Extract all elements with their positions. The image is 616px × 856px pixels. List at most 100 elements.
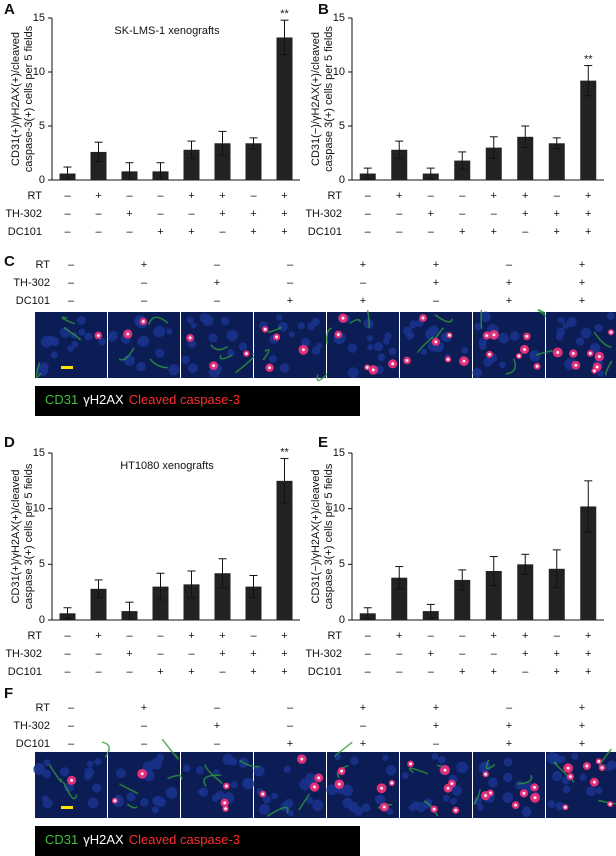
nucleus bbox=[181, 355, 190, 365]
nucleus bbox=[137, 337, 145, 346]
condition-sign: + bbox=[579, 738, 585, 750]
stained-core bbox=[434, 340, 438, 344]
condition-sign: + bbox=[95, 630, 101, 642]
condition-sign: – bbox=[68, 720, 75, 732]
error-bar bbox=[489, 556, 498, 586]
nucleus bbox=[442, 795, 450, 802]
condition-sign: – bbox=[68, 295, 75, 307]
bar bbox=[276, 37, 293, 180]
nucleus bbox=[182, 764, 191, 773]
condition-sign: + bbox=[214, 277, 220, 289]
y-tick-label: 5 bbox=[39, 558, 45, 570]
stained-core bbox=[563, 805, 567, 809]
condition-sign: – bbox=[95, 208, 102, 220]
nucleus bbox=[42, 798, 53, 809]
condition-label: RT bbox=[36, 702, 51, 714]
vessel bbox=[417, 336, 434, 354]
condition-sign: + bbox=[250, 208, 256, 220]
bar bbox=[245, 586, 262, 620]
nucleus bbox=[361, 803, 371, 812]
condition-sign: + bbox=[433, 720, 439, 732]
condition-sign: + bbox=[281, 630, 287, 642]
error-bar bbox=[63, 166, 72, 181]
panel-letter: F bbox=[4, 685, 13, 702]
bar bbox=[214, 573, 231, 620]
nucleus bbox=[271, 792, 278, 800]
nucleus bbox=[487, 777, 498, 788]
condition-sign: + bbox=[585, 666, 591, 678]
condition-sign: + bbox=[287, 738, 293, 750]
stained-core bbox=[371, 368, 375, 372]
error-bar bbox=[584, 65, 593, 97]
nucleus bbox=[36, 364, 49, 377]
stained-core bbox=[523, 347, 527, 351]
condition-sign: + bbox=[554, 648, 560, 660]
condition-label: RT bbox=[28, 630, 43, 642]
stained-core bbox=[188, 336, 192, 340]
condition-sign: + bbox=[433, 277, 439, 289]
condition-sign: – bbox=[214, 702, 221, 714]
condition-sign: + bbox=[250, 226, 256, 238]
condition-label: TH-302 bbox=[5, 208, 42, 220]
y-tick-label: 10 bbox=[333, 66, 345, 78]
stained-core bbox=[317, 776, 321, 780]
chart-title: SK-LMS-1 xenografts bbox=[114, 25, 220, 37]
stained-core bbox=[263, 327, 267, 331]
error-bar bbox=[280, 458, 289, 504]
nucleus bbox=[607, 760, 616, 770]
nucleus bbox=[42, 769, 51, 779]
nucleus bbox=[385, 765, 397, 776]
vessel bbox=[210, 344, 228, 351]
stained-core bbox=[588, 351, 592, 355]
condition-sign: – bbox=[287, 720, 294, 732]
stained-core bbox=[212, 364, 216, 368]
stained-core bbox=[571, 352, 575, 356]
condition-sign: + bbox=[188, 666, 194, 678]
nucleus bbox=[366, 335, 374, 342]
error-bar bbox=[584, 480, 593, 533]
nucleus bbox=[384, 332, 392, 340]
nucleus bbox=[606, 312, 615, 321]
condition-sign: + bbox=[554, 208, 560, 220]
error-bar bbox=[280, 19, 289, 56]
nucleus bbox=[312, 799, 324, 811]
panel-letter: C bbox=[4, 253, 15, 270]
stained-core bbox=[390, 781, 394, 785]
condition-sign: – bbox=[506, 702, 513, 714]
stained-core bbox=[609, 330, 613, 334]
condition-sign: – bbox=[491, 208, 498, 220]
error-bar bbox=[94, 579, 103, 599]
nucleus bbox=[479, 342, 487, 350]
nucleus bbox=[166, 328, 173, 335]
nucleus bbox=[450, 797, 457, 805]
bar bbox=[580, 506, 597, 620]
error-bar bbox=[187, 570, 196, 599]
stained-core bbox=[382, 805, 386, 809]
nucleus bbox=[258, 803, 271, 816]
condition-sign: + bbox=[506, 277, 512, 289]
bar bbox=[183, 149, 200, 180]
condition-sign: + bbox=[579, 295, 585, 307]
stained-core bbox=[450, 782, 454, 786]
nucleus bbox=[94, 757, 102, 766]
nucleus bbox=[151, 806, 159, 814]
vessel bbox=[267, 326, 282, 334]
bar bbox=[276, 480, 293, 620]
nucleus bbox=[153, 325, 166, 338]
vessel bbox=[408, 767, 429, 775]
nucleus bbox=[67, 345, 74, 352]
vessel bbox=[334, 741, 353, 757]
nucleus bbox=[107, 332, 118, 342]
nucleus bbox=[575, 337, 585, 346]
condition-sign: – bbox=[287, 259, 294, 271]
nucleus bbox=[43, 759, 51, 767]
vessel bbox=[161, 738, 179, 760]
stained-core bbox=[223, 801, 227, 805]
nucleus bbox=[382, 754, 389, 761]
stained-core bbox=[337, 782, 341, 786]
nucleus bbox=[557, 316, 565, 324]
nucleus bbox=[155, 348, 165, 358]
condition-sign: – bbox=[95, 666, 102, 678]
error-bar bbox=[552, 137, 561, 150]
stained-core bbox=[224, 784, 228, 788]
